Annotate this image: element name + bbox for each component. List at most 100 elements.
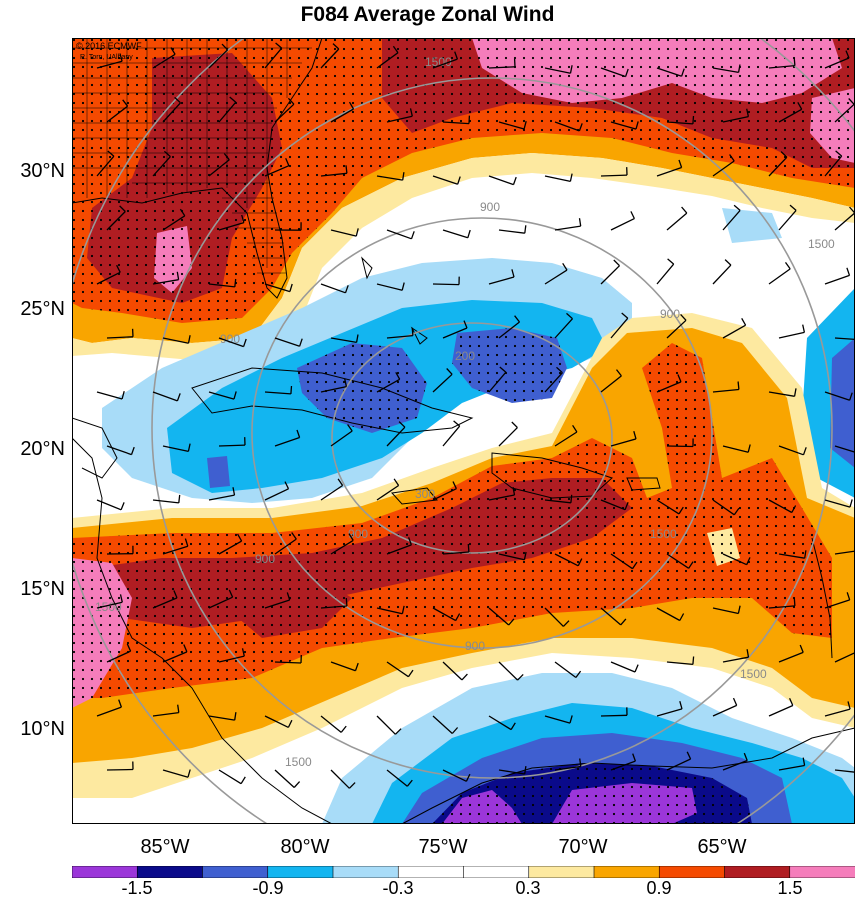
colorbar-cell bbox=[267, 866, 334, 878]
colorbar-cell bbox=[202, 866, 269, 878]
wind-barb-flag bbox=[569, 715, 573, 724]
wind-barb bbox=[274, 538, 297, 555]
lon-label-85w: 85°W bbox=[140, 836, 190, 858]
wind-barb-flag bbox=[293, 781, 301, 788]
wind-barb bbox=[768, 64, 795, 69]
wind-barb bbox=[498, 769, 525, 775]
wind-barb bbox=[386, 661, 409, 678]
height-contours bbox=[72, 38, 855, 824]
wind-barb bbox=[208, 596, 233, 609]
wind-barb bbox=[600, 174, 628, 177]
lon-label-70w: 70°W bbox=[558, 836, 608, 858]
wind-barb bbox=[554, 121, 580, 132]
wind-barb bbox=[152, 53, 176, 69]
shading-east-blue bbox=[830, 338, 855, 468]
wind-barb-flag bbox=[407, 669, 414, 678]
map-panel[interactable]: 200 300 900 900 900 900 900 900 1500 1500 1500 1500… bbox=[72, 38, 855, 824]
wind-barb bbox=[442, 769, 467, 782]
wind-barb bbox=[376, 175, 403, 181]
wind-barb-flag bbox=[849, 392, 853, 401]
wind-barb-flag bbox=[667, 258, 675, 265]
wind-barb bbox=[274, 661, 302, 664]
wind-barb-flag bbox=[780, 151, 788, 158]
wind-barb-flag bbox=[579, 758, 582, 767]
colorbar-cell bbox=[593, 866, 661, 878]
wind-barb-flag bbox=[729, 154, 735, 162]
wind-barb-flag bbox=[228, 589, 234, 598]
wind-barb bbox=[442, 551, 469, 555]
wind-barb bbox=[442, 229, 468, 239]
wind-barb-flag bbox=[631, 561, 638, 570]
wind-barb bbox=[152, 711, 179, 717]
wind-barb-flag bbox=[849, 206, 855, 214]
wind-barb-flag bbox=[398, 421, 406, 428]
wind-barb-flag bbox=[284, 481, 290, 490]
stippling bbox=[72, 38, 855, 824]
wind-barb bbox=[432, 488, 457, 501]
wind-barb bbox=[544, 67, 571, 74]
wind-barb bbox=[376, 283, 403, 291]
wind-barb-flag bbox=[499, 366, 507, 373]
wind-barb bbox=[544, 607, 564, 627]
wind-barb bbox=[442, 661, 463, 681]
colorbar-cell bbox=[789, 866, 855, 878]
wind-barb-flag bbox=[348, 101, 355, 110]
wind-barb-flag bbox=[452, 481, 457, 489]
wind-barb bbox=[666, 319, 687, 339]
wind-barb bbox=[152, 597, 178, 609]
wind-barb bbox=[106, 445, 132, 456]
wind-barb bbox=[442, 425, 461, 447]
wind-barb-flag bbox=[524, 225, 527, 234]
shading-blue-3 bbox=[207, 456, 230, 488]
wind-barb bbox=[498, 427, 518, 447]
wind-barb bbox=[712, 67, 739, 74]
colorbar-label-neg0.3: -0.3 bbox=[382, 878, 414, 898]
wind-barb bbox=[264, 391, 291, 395]
wind-barb bbox=[488, 715, 512, 731]
wind-barb bbox=[712, 160, 735, 177]
wind-barb bbox=[208, 494, 235, 501]
wind-barb-flag bbox=[178, 494, 181, 503]
central-america bbox=[72, 437, 333, 824]
wind-barb bbox=[330, 430, 353, 447]
wind-barb bbox=[778, 553, 805, 559]
wind-barb bbox=[610, 661, 636, 673]
wind-barb bbox=[208, 49, 229, 69]
wind-barb bbox=[274, 436, 300, 447]
wind-barb bbox=[834, 212, 855, 231]
colorbar-cell bbox=[136, 866, 204, 878]
wind-barb bbox=[656, 499, 680, 515]
wind-barb-flag bbox=[177, 704, 180, 713]
wind-barb-flag bbox=[512, 486, 516, 496]
wind-barb bbox=[330, 661, 356, 672]
wind-barb bbox=[600, 375, 622, 393]
wind-barb bbox=[432, 283, 460, 286]
wind-barb bbox=[106, 768, 134, 771]
wind-barb-flag bbox=[296, 429, 301, 438]
wind-barb-flag bbox=[677, 374, 682, 383]
wind-barb bbox=[488, 607, 510, 626]
wind-barb-flag bbox=[845, 50, 850, 59]
contour-label: 1500 bbox=[740, 667, 767, 681]
wind-barb bbox=[554, 225, 581, 231]
wind-barb bbox=[778, 651, 804, 663]
wind-barb bbox=[824, 708, 851, 717]
lesser-antilles bbox=[811, 537, 833, 659]
wind-barb bbox=[834, 337, 855, 341]
wind-barb bbox=[488, 371, 507, 393]
wind-barb-flag bbox=[793, 388, 797, 397]
wind-barb bbox=[768, 605, 795, 609]
wind-barb bbox=[722, 553, 747, 566]
lat-label-30n: 30°N bbox=[20, 160, 65, 182]
wind-barb bbox=[96, 601, 123, 609]
wind-barb-flag bbox=[453, 420, 461, 427]
wind-barb bbox=[768, 268, 791, 285]
lat-label-20n: 20°N bbox=[20, 438, 65, 460]
wind-barb bbox=[610, 317, 629, 339]
wind-barb-flag bbox=[465, 773, 471, 782]
wind-barb bbox=[488, 175, 514, 186]
wind-barb bbox=[96, 499, 122, 511]
wind-barb-flag bbox=[802, 324, 806, 333]
wind-barb bbox=[666, 212, 688, 231]
map-title: F084 Average Zonal Wind bbox=[300, 3, 555, 26]
